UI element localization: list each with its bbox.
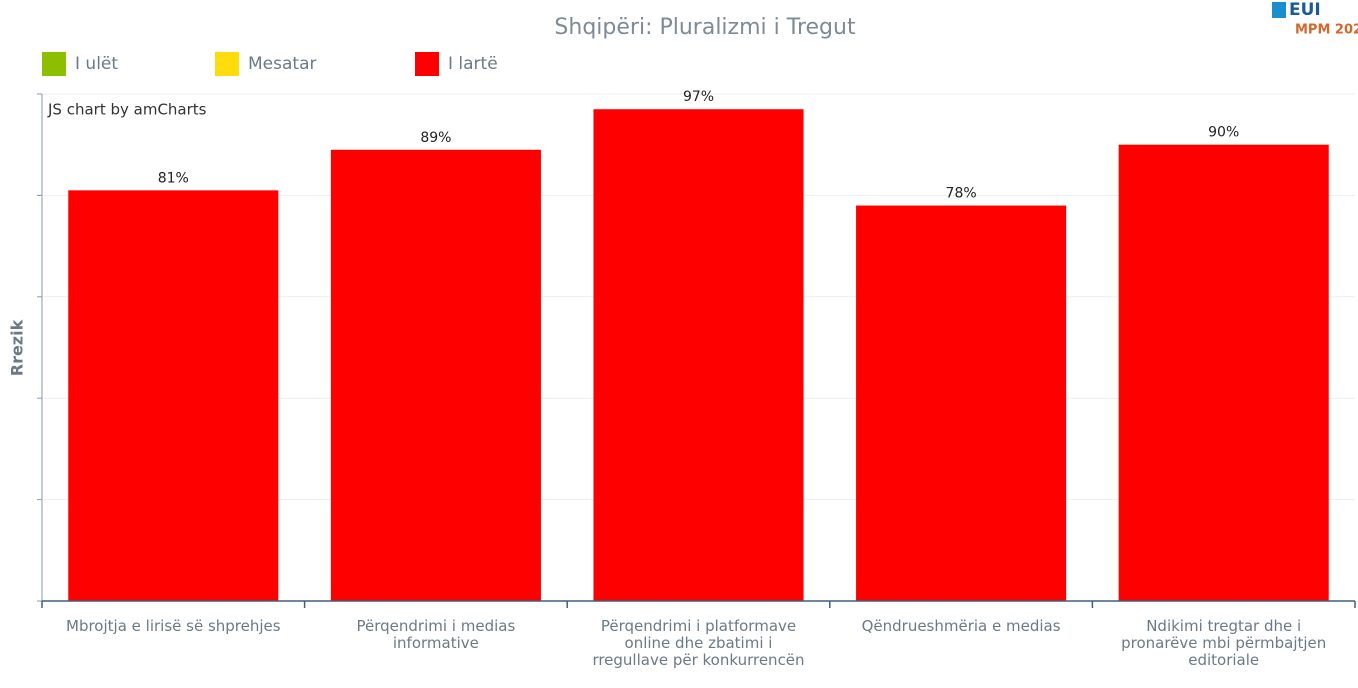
- logo-name: EUI: [1289, 0, 1321, 20]
- legend-swatch: [42, 52, 66, 76]
- data-label: 81%: [158, 170, 189, 186]
- data-label: 78%: [946, 186, 977, 202]
- legend-swatch: [215, 52, 239, 76]
- legend-label: I lartë: [448, 54, 498, 74]
- x-tick-label: Ndikimi tregtar dhe i pronarëve mbi përm…: [1121, 617, 1327, 669]
- x-tick-label: Përqendrimi i medias informative: [356, 617, 516, 652]
- x-tick-label: Mbrojtja e lirisë së shprehjes: [66, 617, 281, 635]
- chart-title: Shqipëri: Pluralizmi i Tregut: [554, 15, 856, 40]
- logo-icon: [1272, 2, 1286, 18]
- legend-label: Mesatar: [248, 54, 316, 74]
- data-label: 90%: [1208, 125, 1239, 141]
- legend-swatch: [415, 52, 439, 76]
- x-tick-label: Qëndrueshmëria e medias: [861, 617, 1061, 635]
- y-axis-label: Rrezik: [8, 319, 27, 376]
- bar: [593, 109, 804, 602]
- credit: JS chart by amCharts: [47, 101, 207, 119]
- logo-edition: MPM 202: [1295, 23, 1358, 38]
- data-label: 89%: [420, 130, 451, 146]
- legend-label: I ulët: [75, 54, 118, 74]
- bar: [330, 149, 541, 601]
- bar: [856, 205, 1067, 602]
- bar: [1118, 144, 1329, 601]
- x-tick-label: Përqendrimi i platformave online dhe zba…: [592, 617, 805, 669]
- data-label: 97%: [683, 89, 714, 105]
- bar: [68, 190, 279, 601]
